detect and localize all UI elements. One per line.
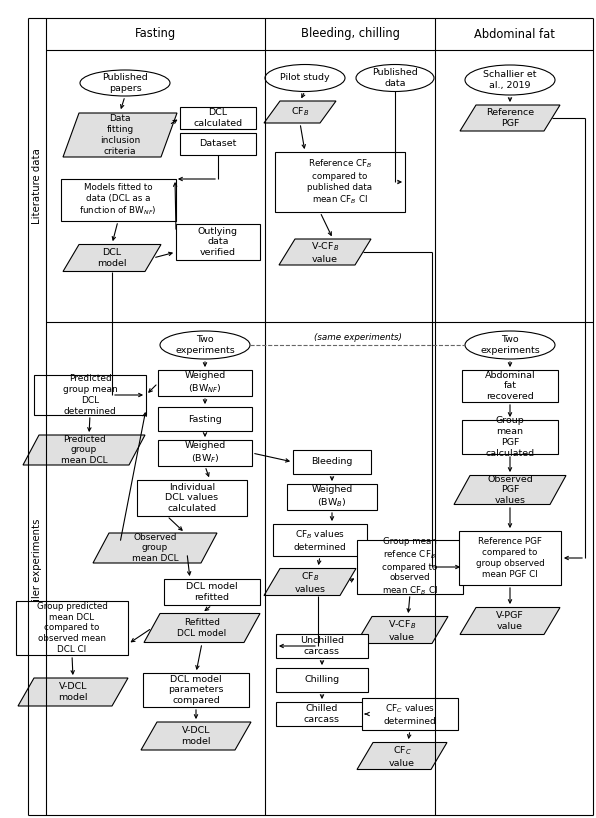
Text: Weighed
(BW$_{NF}$): Weighed (BW$_{NF}$) [184, 371, 226, 395]
Text: Unchilled
carcass: Unchilled carcass [300, 636, 344, 656]
FancyBboxPatch shape [164, 579, 260, 605]
Polygon shape [460, 608, 560, 635]
Polygon shape [23, 435, 145, 465]
Text: Weighed
(BW$_B$): Weighed (BW$_B$) [311, 485, 353, 509]
Polygon shape [63, 245, 161, 272]
Text: Literature data: Literature data [32, 148, 42, 224]
Polygon shape [356, 617, 448, 644]
Text: Reference CF$_B$
compared to
published data
mean CF$_B$ CI: Reference CF$_B$ compared to published d… [308, 158, 372, 206]
Text: Weighed
(BW$_F$): Weighed (BW$_F$) [184, 441, 226, 465]
FancyBboxPatch shape [275, 152, 405, 212]
FancyBboxPatch shape [158, 440, 252, 466]
Polygon shape [141, 722, 251, 750]
FancyBboxPatch shape [158, 370, 252, 396]
Text: Bleeding, chilling: Bleeding, chilling [300, 28, 399, 41]
Text: Two
experiments: Two experiments [175, 335, 235, 355]
Text: CF$_C$
value: CF$_C$ value [389, 744, 415, 767]
FancyBboxPatch shape [61, 179, 175, 221]
Text: Abdominal fat: Abdominal fat [474, 28, 554, 41]
FancyBboxPatch shape [276, 668, 368, 692]
Text: Chilling: Chilling [305, 676, 340, 685]
Ellipse shape [356, 65, 434, 92]
Text: DCL model
parameters
compared: DCL model parameters compared [168, 675, 224, 705]
Polygon shape [264, 101, 336, 123]
Polygon shape [357, 743, 447, 770]
Text: Dataset: Dataset [199, 140, 237, 149]
Text: V-CF$_B$
value: V-CF$_B$ value [311, 240, 339, 263]
FancyBboxPatch shape [180, 107, 256, 129]
Polygon shape [93, 533, 217, 563]
Polygon shape [18, 678, 128, 706]
FancyBboxPatch shape [143, 673, 249, 707]
Text: Group mean
refence CF$_B$
compared to
observed
mean CF$_B$ CI: Group mean refence CF$_B$ compared to ob… [382, 537, 438, 597]
FancyBboxPatch shape [462, 420, 558, 454]
Text: Group predicted
mean DCL
compared to
observed mean
DCL CI: Group predicted mean DCL compared to obs… [36, 602, 107, 654]
Text: Published
data: Published data [372, 68, 418, 88]
Text: Group
mean
PGF
calculated: Group mean PGF calculated [485, 416, 535, 457]
Polygon shape [63, 113, 177, 157]
Text: Models fitted to
data (DCL as a
function of BW$_{NF}$): Models fitted to data (DCL as a function… [79, 182, 157, 218]
Text: V-PGF
value: V-PGF value [496, 611, 524, 631]
Text: Reference PGF
compared to
group observed
mean PGF CI: Reference PGF compared to group observed… [476, 537, 544, 578]
Text: Refitted
DCL model: Refitted DCL model [178, 618, 226, 638]
FancyBboxPatch shape [462, 370, 558, 402]
FancyBboxPatch shape [180, 133, 256, 155]
FancyBboxPatch shape [287, 484, 377, 510]
Text: CF$_B$
values: CF$_B$ values [294, 570, 325, 594]
Text: Two
experiments: Two experiments [480, 335, 540, 355]
Text: Outlying
data
verified: Outlying data verified [198, 227, 238, 257]
Ellipse shape [160, 331, 250, 359]
Text: CF$_B$ values
determined: CF$_B$ values determined [294, 528, 346, 551]
Text: Schallier et
al., 2019: Schallier et al., 2019 [483, 70, 537, 90]
Text: V-DCL
model: V-DCL model [58, 682, 88, 702]
Text: V-CF$_B$
value: V-CF$_B$ value [388, 618, 416, 641]
Text: Reference
PGF: Reference PGF [486, 108, 534, 128]
Ellipse shape [465, 331, 555, 359]
Ellipse shape [80, 70, 170, 96]
FancyBboxPatch shape [276, 634, 368, 658]
Ellipse shape [265, 65, 345, 92]
FancyBboxPatch shape [362, 698, 458, 730]
Polygon shape [460, 105, 560, 131]
Polygon shape [144, 614, 260, 642]
FancyBboxPatch shape [176, 224, 260, 260]
Ellipse shape [465, 65, 555, 95]
Text: CF$_B$: CF$_B$ [291, 106, 309, 119]
Text: DCL model
refitted: DCL model refitted [186, 582, 238, 602]
Text: Chilled
carcass: Chilled carcass [304, 704, 340, 724]
FancyBboxPatch shape [16, 601, 128, 655]
Text: DCL
calculated: DCL calculated [194, 108, 243, 128]
Polygon shape [264, 569, 356, 596]
Text: (same experiments): (same experiments) [313, 334, 402, 343]
Polygon shape [454, 475, 566, 505]
Text: Pilot study: Pilot study [280, 74, 330, 83]
FancyBboxPatch shape [158, 407, 252, 431]
Text: Broiler experiments: Broiler experiments [32, 519, 42, 618]
FancyBboxPatch shape [357, 540, 463, 594]
FancyBboxPatch shape [273, 524, 367, 556]
Text: Observed
PGF
values: Observed PGF values [487, 474, 533, 506]
FancyBboxPatch shape [34, 375, 146, 415]
Text: Fasting: Fasting [135, 28, 176, 41]
Text: Individual
DCL values
calculated: Individual DCL values calculated [166, 483, 219, 513]
FancyBboxPatch shape [459, 531, 561, 585]
FancyBboxPatch shape [137, 480, 247, 516]
Text: Bleeding: Bleeding [311, 457, 353, 466]
Text: DCL
model: DCL model [97, 248, 127, 267]
Text: V-DCL
model: V-DCL model [181, 726, 211, 746]
Text: CF$_C$ values
determined: CF$_C$ values determined [384, 703, 436, 726]
FancyBboxPatch shape [293, 450, 371, 474]
Text: Predicted
group
mean DCL: Predicted group mean DCL [61, 434, 107, 465]
Text: Published
papers: Published papers [102, 73, 148, 93]
FancyBboxPatch shape [276, 702, 368, 726]
Polygon shape [279, 239, 371, 265]
Text: Fasting: Fasting [188, 415, 222, 424]
Text: Abdominal
fat
recovered: Abdominal fat recovered [485, 371, 535, 402]
Text: Data
fitting
inclusion
criteria: Data fitting inclusion criteria [100, 115, 140, 155]
Text: Observed
group
mean DCL: Observed group mean DCL [132, 533, 178, 564]
Text: Predicted
group mean
DCL
determined: Predicted group mean DCL determined [63, 375, 117, 416]
